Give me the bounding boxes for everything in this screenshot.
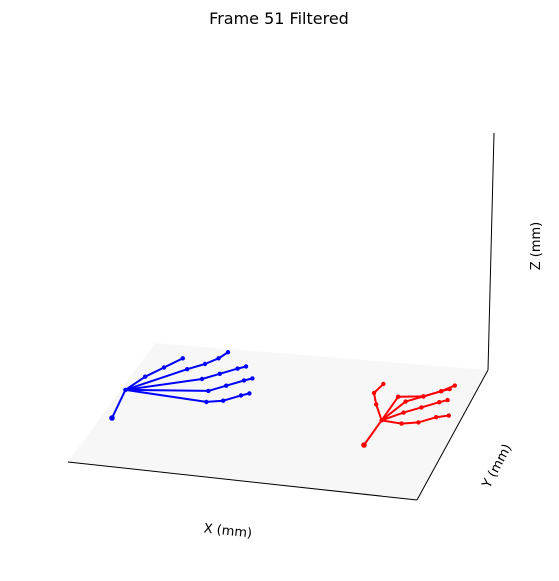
hand-0-joint-14 xyxy=(224,383,229,388)
hand-0-joint-18 xyxy=(221,398,226,403)
hand-0-bone-8 xyxy=(125,378,203,391)
hand-1-joint-11 xyxy=(439,389,444,394)
hand-0-joint-8 xyxy=(225,350,231,355)
chart-marks xyxy=(109,350,457,448)
hand-1-bone-12 xyxy=(381,411,404,422)
hand-0-joint-4 xyxy=(180,356,185,361)
hand-0-bone-12 xyxy=(125,388,209,392)
hand-1-joint-18 xyxy=(416,420,421,425)
hand-0-bone-1 xyxy=(124,375,146,391)
hand-0-joint-16 xyxy=(250,376,255,381)
hand-0-bone-4 xyxy=(125,368,188,391)
hand-1-joint-5 xyxy=(396,394,401,399)
hand-0-joint-5 xyxy=(185,367,190,372)
hand-1-bone-16 xyxy=(381,419,402,425)
hand-1-bone-10 xyxy=(423,390,442,398)
z-axis-line xyxy=(487,132,495,371)
hand-1-joint-0 xyxy=(361,442,367,448)
hand-0-bone-13 xyxy=(208,384,227,392)
z-axis-label: Z (mm) xyxy=(529,222,544,271)
y-axis-label: Y (mm) xyxy=(479,442,515,492)
hand-0-joint-20 xyxy=(247,391,252,396)
hand-0-bone-5 xyxy=(186,363,206,371)
hand-1-joint-20 xyxy=(446,413,451,418)
hand-0-joint-13 xyxy=(206,388,211,394)
y-axis-line xyxy=(416,369,489,501)
hand-1-joint-15 xyxy=(437,400,442,405)
hand-0-joint-6 xyxy=(202,361,208,367)
hand-0-joint-19 xyxy=(238,393,244,398)
hand-1-joint-8 xyxy=(452,383,457,388)
hand-0-bone-10 xyxy=(219,367,238,375)
hand-0-bone-14 xyxy=(225,379,245,387)
hand-0-bone-2 xyxy=(144,366,165,378)
hand-0-joint-3 xyxy=(161,365,167,370)
hand-0-bone-3 xyxy=(163,357,184,369)
hand-1-joint-13 xyxy=(401,410,406,415)
hand-0-joint-12 xyxy=(243,364,249,369)
x-axis-label: X (mm) xyxy=(203,521,253,541)
hand-0-joint-2 xyxy=(143,374,148,379)
hand-1-joint-19 xyxy=(434,415,439,420)
hand-1-bone-1 xyxy=(375,404,383,421)
hand-1-joint-14 xyxy=(419,405,424,410)
hand-1-bone-18 xyxy=(418,416,437,424)
hand-1-bone-8 xyxy=(380,400,407,422)
hand-0-bone-6 xyxy=(204,357,219,365)
hand-0-bone-0 xyxy=(111,389,127,419)
hand-0-joint-15 xyxy=(241,378,247,383)
hand-1-joint-4 xyxy=(381,381,386,387)
hand-1-bone-9 xyxy=(405,395,424,403)
hand-0-bone-17 xyxy=(206,399,224,403)
hand-0-joint-9 xyxy=(199,376,205,382)
hand-0-joint-1 xyxy=(123,387,128,393)
hand-0-bone-9 xyxy=(201,372,221,380)
hand-1-bone-4 xyxy=(380,396,400,421)
hand-1-bone-17 xyxy=(401,421,419,425)
hand-1-joint-9 xyxy=(403,399,408,404)
hand-1-joint-16 xyxy=(445,397,450,403)
hand-0-joint-10 xyxy=(217,371,222,376)
hand-1-bone-14 xyxy=(421,401,440,409)
hand-0-joint-11 xyxy=(235,366,240,371)
hand-0-joint-17 xyxy=(204,399,209,405)
hand-0-joint-7 xyxy=(216,356,221,361)
hand-0-bone-16 xyxy=(125,388,207,403)
hand-0-bone-18 xyxy=(222,394,242,402)
hand-1-joint-1 xyxy=(379,418,384,423)
hand-1-joint-10 xyxy=(421,394,426,399)
hand-1-joint-2 xyxy=(374,402,379,407)
hand-1-joint-3 xyxy=(371,390,377,396)
hand-1-bone-13 xyxy=(403,406,422,414)
chart-title: Frame 51 Filtered xyxy=(209,9,349,28)
hand-1-bone-0 xyxy=(363,419,383,446)
hand-0-joint-0 xyxy=(109,415,115,421)
hand-1-joint-17 xyxy=(399,421,404,426)
x-axis-line xyxy=(67,461,418,501)
hand-1-joint-12 xyxy=(447,386,452,392)
